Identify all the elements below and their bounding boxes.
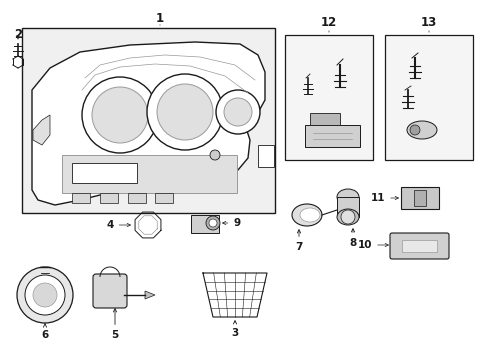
Bar [305, 125, 359, 147]
Circle shape [208, 219, 217, 227]
Text: 11: 11 [370, 193, 398, 203]
Bar [191, 215, 219, 233]
Text: 13: 13 [420, 15, 436, 28]
Bar [72, 193, 90, 203]
Bar [384, 35, 472, 160]
Circle shape [25, 275, 65, 315]
Bar [258, 145, 273, 167]
Circle shape [157, 84, 213, 140]
Text: 5: 5 [111, 309, 119, 340]
FancyBboxPatch shape [400, 187, 438, 209]
Bar [128, 193, 146, 203]
FancyBboxPatch shape [93, 274, 127, 308]
Bar [72, 163, 137, 183]
Ellipse shape [406, 121, 436, 139]
Circle shape [216, 90, 260, 134]
Text: 7: 7 [295, 230, 302, 252]
FancyBboxPatch shape [389, 233, 448, 259]
Circle shape [82, 77, 158, 153]
Ellipse shape [299, 208, 319, 222]
Bar [309, 113, 339, 125]
Circle shape [224, 98, 251, 126]
Circle shape [33, 283, 57, 307]
Text: 6: 6 [41, 324, 48, 340]
Bar [155, 193, 173, 203]
Text: 3: 3 [231, 321, 238, 338]
Bar [413, 190, 425, 206]
Circle shape [92, 87, 148, 143]
Text: 8: 8 [348, 229, 356, 248]
Circle shape [409, 125, 419, 135]
Text: 4: 4 [106, 220, 130, 230]
Ellipse shape [336, 189, 358, 205]
Bar [401, 240, 436, 252]
Text: 1: 1 [156, 12, 164, 24]
Circle shape [205, 216, 220, 230]
Bar [22, 28, 274, 213]
Circle shape [340, 210, 354, 224]
Bar [285, 35, 372, 160]
Ellipse shape [336, 209, 358, 225]
Circle shape [209, 150, 220, 160]
Circle shape [147, 74, 223, 150]
Bar [336, 197, 358, 217]
Ellipse shape [291, 204, 321, 226]
Text: 9: 9 [222, 218, 240, 228]
Polygon shape [32, 42, 264, 205]
Polygon shape [145, 291, 155, 299]
Circle shape [17, 267, 73, 323]
Bar [62, 155, 237, 193]
Text: 10: 10 [357, 240, 387, 250]
Polygon shape [33, 115, 50, 145]
Bar [100, 193, 118, 203]
Text: 2: 2 [14, 27, 22, 40]
Text: 12: 12 [320, 15, 336, 28]
